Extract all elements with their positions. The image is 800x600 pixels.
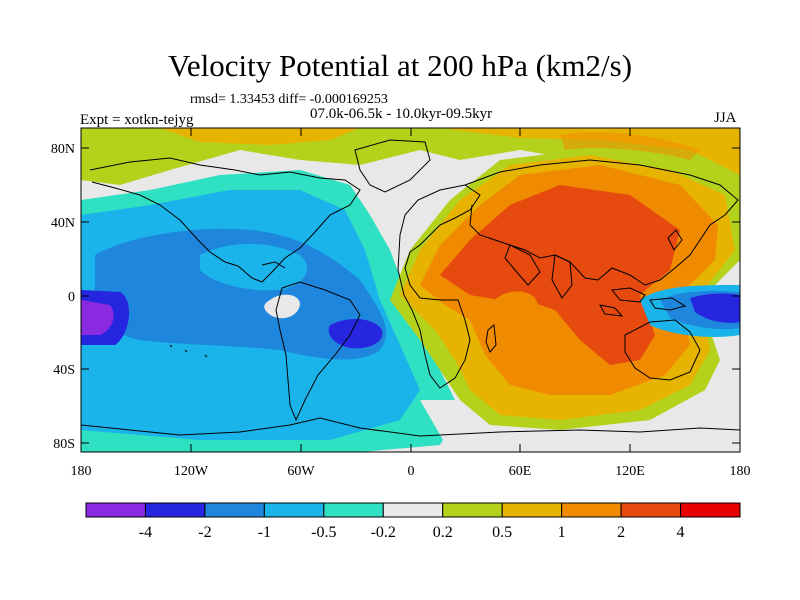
colorbar-label: -0.5 (311, 524, 336, 541)
y-tick-labels: 80N 40N 0 40S 80S (51, 142, 75, 452)
y-tick-label: 0 (68, 290, 75, 305)
x-tick-labels: 180 120W 60W 0 60E 120E 180 (71, 464, 751, 479)
colorbar-swatch (263, 502, 325, 518)
colorbar-swatch (680, 502, 741, 518)
x-tick-label: 180 (730, 464, 751, 479)
x-tick-label: 120E (615, 464, 645, 479)
colorbar-label: -4 (139, 524, 152, 541)
colorbar-swatch (501, 502, 563, 518)
colorbar-label: 1 (558, 524, 566, 541)
x-tick-label: 60E (509, 464, 532, 479)
colorbar-label: -1 (258, 524, 271, 541)
experiment-label: Expt = xotkn-tejyg (80, 112, 194, 128)
colorbar-label: 4 (677, 524, 685, 541)
colorbar-label: -2 (198, 524, 211, 541)
colorbar: -4 -2 -1 -0.5 -0.2 0.2 0.5 1 2 4 (85, 502, 741, 541)
contour-field (81, 128, 740, 452)
y-tick-label: 40N (51, 216, 75, 231)
colorbar-swatch (561, 502, 622, 518)
map-title: Velocity Potential at 200 hPa (km2/s) (167, 48, 633, 83)
colorbar-swatch (144, 502, 206, 518)
period-label: 07.0k-06.5k - 10.0kyr-09.5kyr (310, 106, 493, 122)
colorbar-swatch (442, 502, 503, 518)
y-tick-label: 40S (53, 363, 75, 378)
colorbar-label: 0.2 (433, 524, 453, 541)
season-label: JJA (714, 110, 737, 126)
colorbar-label: 0.5 (492, 524, 512, 541)
x-tick-marks (80, 128, 741, 452)
colorbar-swatch (382, 502, 444, 518)
colorbar-swatch (620, 502, 682, 518)
x-tick-label: 60W (287, 464, 315, 479)
x-tick-label: 120W (174, 464, 209, 479)
x-tick-label: 180 (71, 464, 92, 479)
colorbar-label: 2 (617, 524, 625, 541)
x-tick-label: 0 (408, 464, 415, 479)
rmsd-diff-text: rmsd= 1.33453 diff= -0.000169253 (190, 92, 388, 107)
coastlines (81, 139, 740, 437)
colorbar-swatch (204, 502, 265, 518)
colorbar-swatch (323, 502, 384, 518)
colorbar-swatch (85, 502, 146, 518)
colorbar-label: -0.2 (371, 524, 396, 541)
y-tick-label: 80N (51, 142, 75, 157)
y-tick-label: 80S (53, 437, 75, 452)
y-tick-marks (81, 147, 740, 444)
